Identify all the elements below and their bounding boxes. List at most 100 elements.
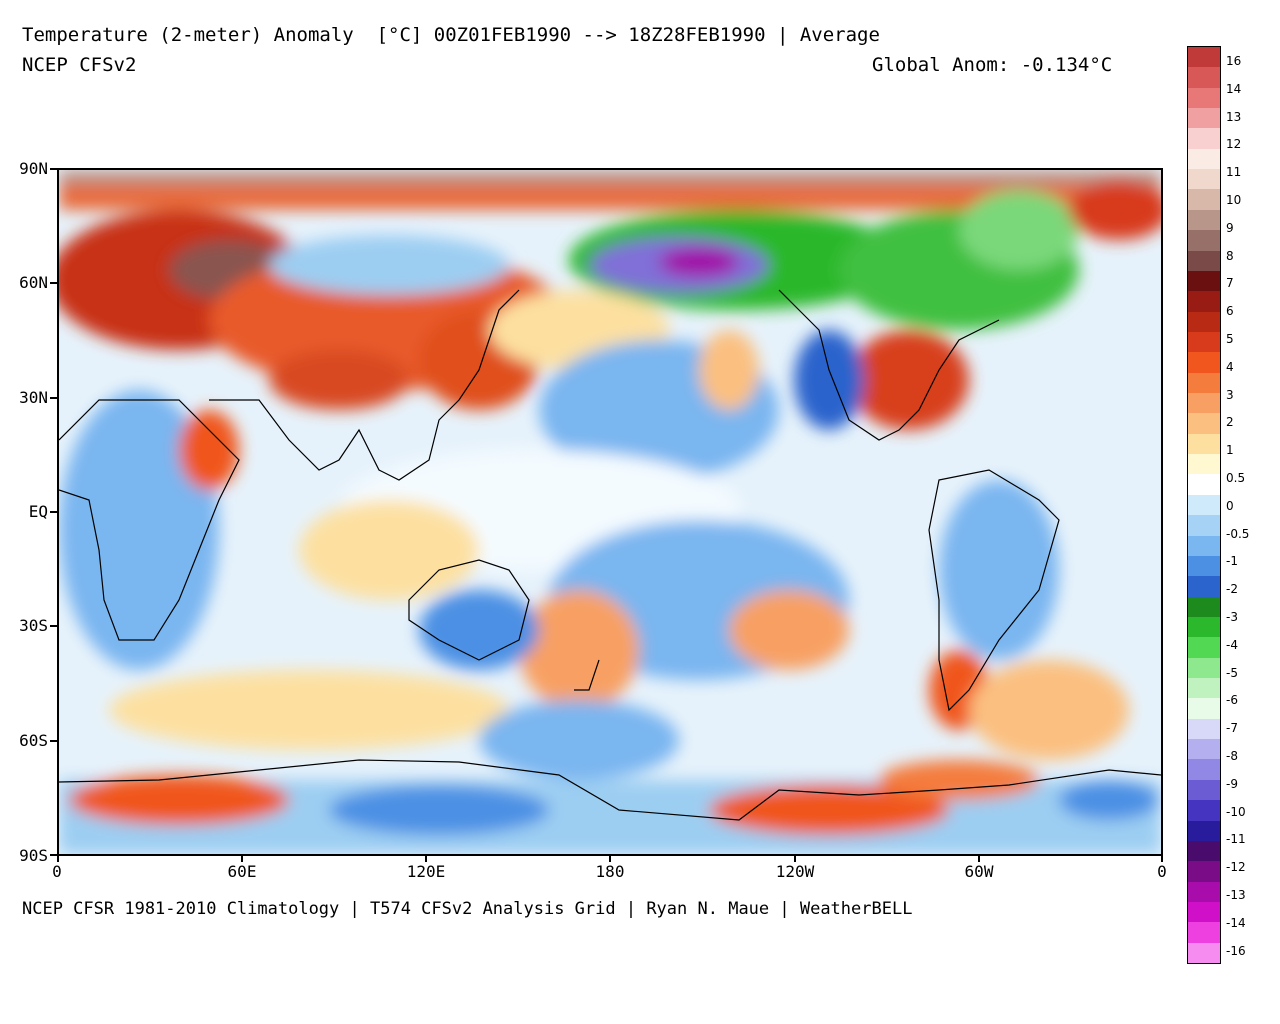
colorbar-cell <box>1188 678 1220 699</box>
colorbar-label: 3 <box>1226 387 1234 402</box>
colorbar-label: -1 <box>1226 554 1238 569</box>
lon-label-0: 0 <box>52 862 62 881</box>
colorbar-cell <box>1188 555 1220 577</box>
colorbar-label: 14 <box>1226 81 1242 96</box>
colorbar-label: -13 <box>1226 888 1246 902</box>
colorbar-label: -9 <box>1226 776 1238 791</box>
colorbar-cell <box>1188 433 1220 455</box>
lon-label-60w: 60W <box>964 862 994 881</box>
global-anomaly-label: Global Anom: -0.134°C <box>872 54 1113 76</box>
colorbar-label: -6 <box>1226 693 1238 708</box>
colorbar-cell <box>1188 901 1220 923</box>
lat-label-90s: 90S <box>19 846 48 865</box>
colorbar-cell <box>1188 800 1220 821</box>
colorbar-cell <box>1188 739 1220 760</box>
colorbar-cell <box>1188 616 1220 638</box>
colorbar-label: -12 <box>1226 860 1246 875</box>
colorbar-label: 11 <box>1226 165 1242 180</box>
lon-tick <box>241 856 243 862</box>
colorbar-label: -11 <box>1226 832 1246 847</box>
colorbar-cell <box>1188 881 1220 903</box>
lon-label-180: 180 <box>595 862 625 881</box>
colorbar-label: 4 <box>1226 359 1234 374</box>
lat-tick <box>50 854 57 856</box>
colorbar-cell <box>1188 250 1220 272</box>
colorbar-cell <box>1188 576 1220 598</box>
colorbar-cell <box>1188 372 1220 394</box>
colorbar-label: 1 <box>1226 443 1234 458</box>
colorbar-label: -16 <box>1226 943 1246 958</box>
lon-label-120e: 120E <box>406 862 446 881</box>
colorbar-label: -0.5 <box>1226 526 1250 541</box>
colorbar <box>1187 46 1221 964</box>
lat-tick <box>50 397 57 399</box>
lon-label-120w: 120W <box>775 862 815 881</box>
colorbar-label: 13 <box>1226 109 1242 124</box>
colorbar-label: 9 <box>1226 220 1234 235</box>
colorbar-cell <box>1188 230 1220 252</box>
colorbar-label: -3 <box>1226 610 1238 624</box>
lat-label-60s: 60S <box>19 731 48 750</box>
colorbar-label: -4 <box>1226 637 1238 652</box>
colorbar-cell <box>1188 169 1220 190</box>
colorbar-label: 0 <box>1226 498 1234 513</box>
colorbar-cell <box>1188 128 1220 150</box>
colorbar-cell <box>1188 657 1220 679</box>
colorbar-cell <box>1188 474 1220 496</box>
colorbar-label: -14 <box>1226 915 1246 930</box>
footer-credits: NCEP CFSR 1981-2010 Climatology | T574 C… <box>22 899 913 919</box>
lon-label-60e: 60E <box>227 862 257 881</box>
colorbar-label: 2 <box>1226 415 1234 430</box>
colorbar-label: -2 <box>1226 582 1238 597</box>
colorbar-label: 7 <box>1226 276 1234 291</box>
colorbar-cell <box>1188 942 1220 964</box>
colorbar-cell <box>1188 698 1220 720</box>
model-label: NCEP CFSv2 <box>22 54 137 76</box>
colorbar-cell <box>1188 148 1220 170</box>
colorbar-label: 10 <box>1226 193 1242 207</box>
colorbar-cell <box>1188 759 1220 781</box>
lon-label-0-east: 0 <box>1157 862 1167 881</box>
colorbar-label: -10 <box>1226 804 1246 819</box>
colorbar-cell <box>1188 67 1220 89</box>
colorbar-label: 8 <box>1226 248 1234 263</box>
colorbar-cell <box>1188 861 1220 883</box>
lat-label-30n: 30N <box>19 388 48 407</box>
colorbar-cell <box>1188 331 1220 353</box>
lon-tick <box>609 856 611 862</box>
colorbar-cell <box>1188 270 1220 292</box>
colorbar-cell <box>1188 189 1220 211</box>
colorbar-cell <box>1188 87 1220 109</box>
lon-tick <box>978 856 980 862</box>
colorbar-label: 16 <box>1226 54 1242 68</box>
colorbar-label: -7 <box>1226 721 1238 736</box>
lat-tick <box>50 282 57 284</box>
colorbar-cell <box>1188 535 1220 557</box>
lat-tick <box>50 168 57 170</box>
colorbar-cell <box>1188 393 1220 414</box>
colorbar-cell <box>1188 454 1220 475</box>
colorbar-label: -5 <box>1226 665 1238 680</box>
colorbar-label: 12 <box>1226 137 1242 152</box>
lon-tick <box>57 856 59 862</box>
lat-tick <box>50 511 57 513</box>
colorbar-label: 0.5 <box>1226 471 1246 485</box>
colorbar-cell <box>1188 820 1220 842</box>
colorbar-cell <box>1188 209 1220 231</box>
anomaly-map <box>57 168 1163 856</box>
lon-tick <box>1161 856 1163 862</box>
colorbar-cell <box>1188 515 1220 537</box>
anomaly-map-canvas <box>59 170 1161 854</box>
lat-label-eq: EQ <box>28 502 48 521</box>
colorbar-cell <box>1188 494 1220 516</box>
colorbar-cell <box>1188 352 1220 374</box>
lon-tick <box>794 856 796 862</box>
colorbar-label: -8 <box>1226 749 1238 763</box>
lat-label-30s: 30S <box>19 616 48 635</box>
lat-label-90n: 90N <box>19 159 48 178</box>
colorbar-cell <box>1188 596 1220 618</box>
lat-tick <box>50 740 57 742</box>
colorbar-cell <box>1188 718 1220 740</box>
colorbar-cell <box>1188 637 1220 659</box>
lon-tick <box>425 856 427 862</box>
